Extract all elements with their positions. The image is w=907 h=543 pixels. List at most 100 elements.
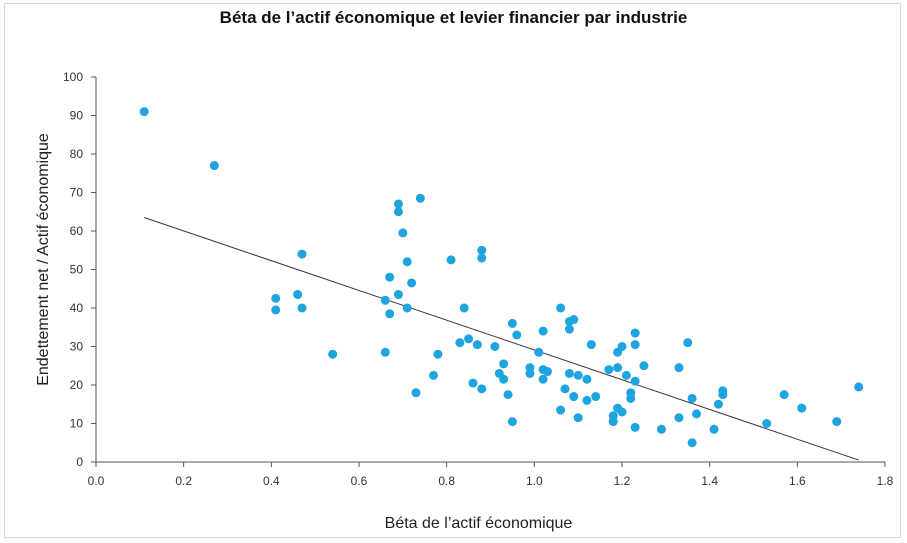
y-tick-label: 30 (70, 340, 84, 354)
data-point (407, 278, 417, 288)
data-point (499, 359, 509, 369)
data-point (656, 424, 666, 434)
data-point (446, 255, 456, 265)
data-point (569, 392, 579, 402)
axes (91, 76, 886, 467)
data-point (499, 374, 509, 384)
data-point (293, 290, 303, 300)
data-point (503, 390, 513, 400)
data-point (297, 303, 307, 313)
y-tick-label: 10 (70, 417, 84, 431)
data-point (139, 107, 149, 117)
data-point (854, 382, 864, 392)
data-point (687, 393, 697, 403)
data-point (630, 376, 640, 386)
data-point (591, 392, 601, 402)
data-point (477, 384, 487, 394)
data-point (604, 365, 614, 375)
data-point (713, 399, 723, 409)
data-point (630, 422, 640, 432)
data-point (415, 193, 425, 203)
data-point (692, 409, 702, 419)
data-point (564, 368, 574, 378)
data-points (139, 107, 864, 448)
y-tick-label: 20 (70, 378, 84, 392)
data-point (328, 349, 338, 359)
data-point (556, 303, 566, 313)
data-point (564, 324, 574, 334)
data-point (630, 340, 640, 350)
y-tick-label: 40 (70, 301, 84, 315)
y-tick-label: 80 (70, 147, 84, 161)
data-point (683, 338, 693, 348)
y-tick-label: 100 (63, 70, 83, 84)
data-point (385, 272, 395, 282)
data-point (459, 303, 469, 313)
data-point (393, 290, 403, 300)
data-point (718, 390, 728, 400)
data-point (560, 384, 570, 394)
chart-title: Béta de l’actif économique et levier fin… (219, 8, 688, 27)
data-point (582, 395, 592, 405)
data-point (687, 438, 697, 448)
data-point (464, 334, 474, 344)
x-axis-label: Béta de l’actif économique (385, 515, 573, 532)
data-point (709, 424, 719, 434)
data-point (507, 318, 517, 328)
x-tick-label: 0.4 (263, 474, 280, 488)
y-tick-label: 60 (70, 224, 84, 238)
data-point (556, 405, 566, 415)
data-point (507, 417, 517, 427)
data-point (477, 253, 487, 263)
data-point (797, 403, 807, 413)
x-tick-label: 0.6 (351, 474, 368, 488)
data-point (674, 413, 684, 423)
data-point (542, 367, 552, 377)
data-point (569, 315, 579, 325)
data-point (209, 161, 219, 171)
data-point (525, 368, 535, 378)
data-point (538, 374, 548, 384)
x-tick-label: 1.2 (614, 474, 631, 488)
data-point (398, 228, 408, 238)
data-point (608, 417, 618, 427)
data-point (621, 370, 631, 380)
data-point (468, 378, 478, 388)
data-point (538, 326, 548, 336)
data-point (429, 370, 439, 380)
data-point (380, 347, 390, 357)
x-tick-label: 1.8 (877, 474, 894, 488)
data-point (512, 330, 522, 340)
x-tick-label: 0.2 (175, 474, 192, 488)
data-point (393, 199, 403, 209)
y-tick-labels: 0 10 20 30 40 50 60 70 80 90 100 (63, 70, 83, 469)
data-point (626, 393, 636, 403)
data-point (385, 309, 395, 319)
data-point (490, 342, 500, 351)
data-point (674, 363, 684, 373)
data-point (582, 374, 592, 384)
data-point (455, 338, 465, 348)
y-tick-label: 0 (76, 455, 83, 469)
data-point (534, 347, 544, 357)
data-point (779, 390, 789, 400)
data-point (433, 349, 443, 359)
data-point (586, 340, 596, 350)
data-point (402, 303, 412, 313)
data-point (832, 417, 842, 427)
data-point (411, 388, 421, 398)
trend-line (144, 217, 859, 461)
data-point (630, 328, 640, 338)
data-point (271, 293, 281, 303)
data-point (472, 340, 482, 350)
data-point (762, 419, 772, 428)
data-point (297, 249, 307, 259)
data-point (573, 370, 583, 380)
y-tick-label: 50 (70, 263, 84, 277)
x-tick-label: 1.6 (789, 474, 806, 488)
x-tick-label: 1.0 (526, 474, 543, 488)
x-tick-label: 0.8 (438, 474, 455, 488)
data-point (617, 407, 627, 417)
data-point (402, 257, 412, 267)
data-point (393, 207, 403, 217)
